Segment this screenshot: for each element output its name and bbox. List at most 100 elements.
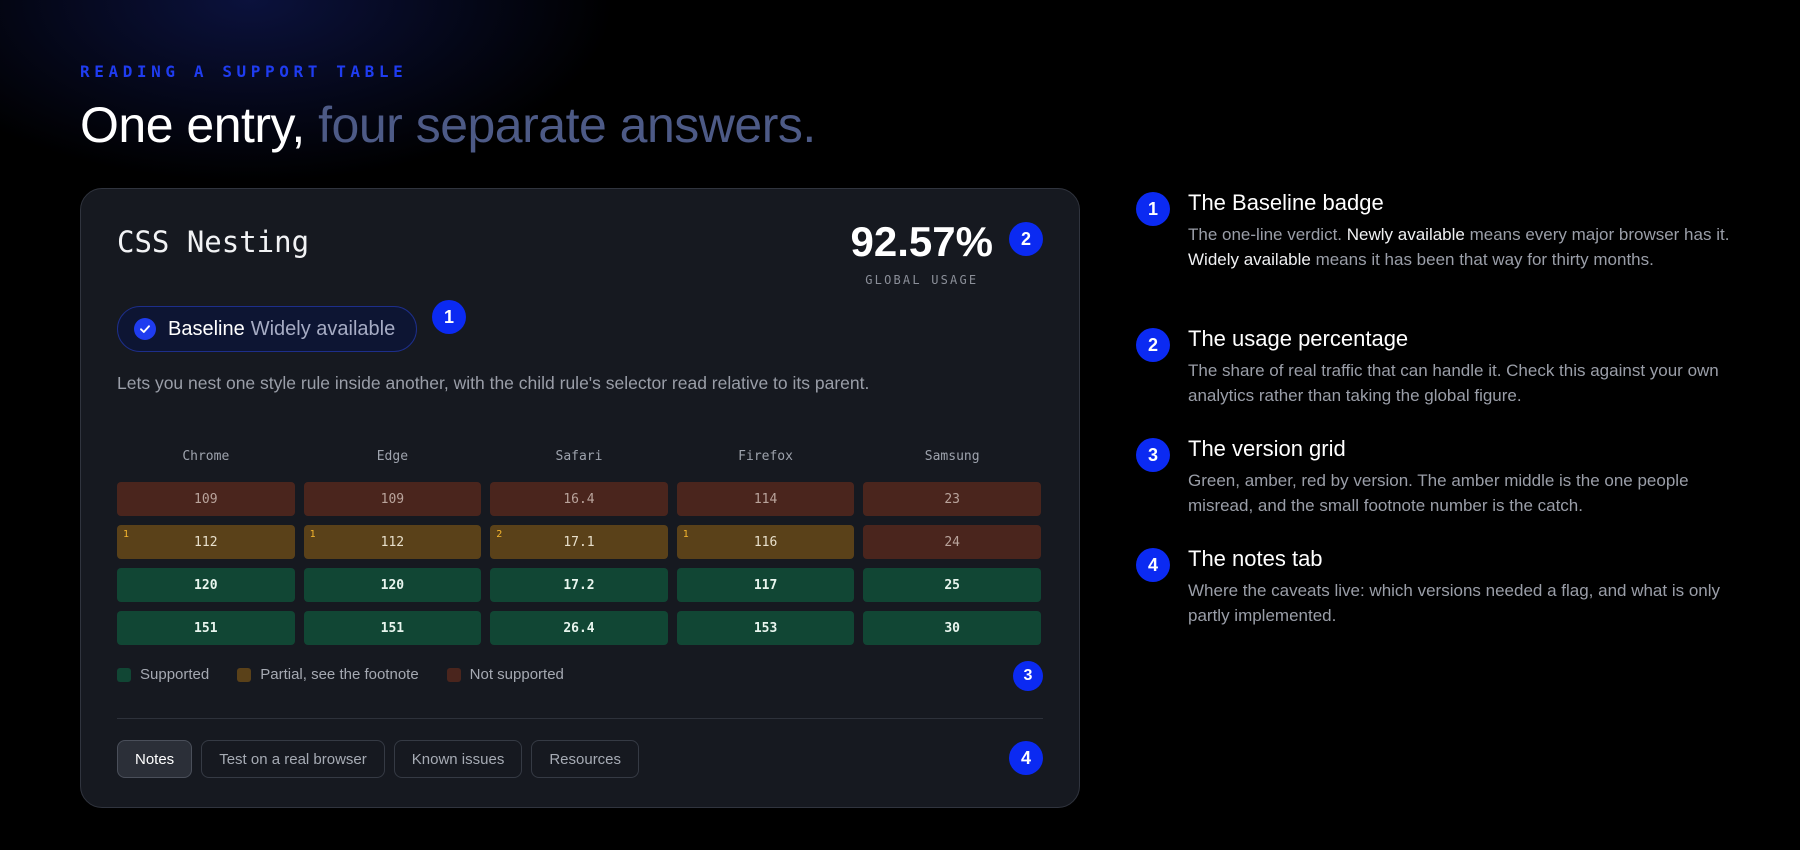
callout-marker-4: 4 xyxy=(1009,741,1043,775)
tab-known-issues[interactable]: Known issues xyxy=(393,740,523,778)
version-cell[interactable]: 23 xyxy=(863,482,1041,516)
browser-header: Chrome xyxy=(182,449,230,464)
version-number: 17.2 xyxy=(563,577,595,593)
version-cell[interactable]: 109 xyxy=(303,482,482,516)
explainer-body: The one-line verdict. Newly available me… xyxy=(1188,222,1736,272)
version-cell[interactable]: 109 xyxy=(117,482,295,516)
footnote-marker: 1 xyxy=(682,529,689,540)
explainer-text: Green, amber, red by version. The amber … xyxy=(1188,471,1689,515)
explainer-number: 2 xyxy=(1136,328,1170,362)
legend-label: Not supported xyxy=(469,666,564,683)
explainer-number: 1 xyxy=(1136,192,1170,226)
version-number: 30 xyxy=(944,620,960,636)
footnote-marker: 1 xyxy=(123,529,130,540)
version-cell[interactable]: 26.4 xyxy=(490,611,668,645)
explainer-item: 1 The Baseline badge The one-line verdict.… xyxy=(1136,190,1736,272)
version-number: 23 xyxy=(944,491,960,507)
version-number: 112 xyxy=(380,534,405,550)
footnote-marker: 2 xyxy=(496,529,503,540)
version-number: 120 xyxy=(380,577,405,593)
callout-marker-1: 1 xyxy=(432,300,466,334)
tab-resources[interactable]: Resources xyxy=(531,740,640,778)
support-card: CSS Nesting 92.57% GLOBAL USAGE 2 Baseli… xyxy=(80,188,1080,808)
version-number: 25 xyxy=(944,577,960,593)
version-number: 151 xyxy=(380,620,405,636)
version-number: 24 xyxy=(944,534,960,550)
explainer-text: means every major browser has it. xyxy=(1464,225,1730,244)
tab-bar: Notes Test on a real browser Known issue… xyxy=(117,740,648,778)
version-cell[interactable]: 151 xyxy=(117,611,295,645)
legend-swatch-supported xyxy=(117,667,131,682)
explainer-item: 4 The notes tab Where the caveats live: wh… xyxy=(1136,546,1736,628)
version-number: 151 xyxy=(194,620,218,636)
version-cell[interactable]: 30 xyxy=(863,611,1041,645)
version-cell[interactable]: 16.4 xyxy=(490,482,668,516)
legend: Supported Partial, see the footnote Not … xyxy=(117,666,592,683)
explainer-text: means it has been that way for thirty mo… xyxy=(1310,250,1654,269)
version-cell[interactable]: 117 xyxy=(676,568,855,602)
browser-header: Samsung xyxy=(924,449,980,464)
feature-description: Lets you nest one style rule inside anot… xyxy=(117,373,870,393)
version-number: 112 xyxy=(194,534,218,550)
version-cell[interactable]: 1 112 xyxy=(117,525,295,559)
version-cell[interactable]: 114 xyxy=(676,482,855,516)
check-icon xyxy=(134,318,156,340)
version-number: 153 xyxy=(753,620,778,636)
explainer-text: The share of real traffic that can handl… xyxy=(1188,361,1719,405)
feature-title: CSS Nesting xyxy=(117,225,310,259)
explainer-number: 4 xyxy=(1136,548,1170,582)
version-cell[interactable]: 1 116 xyxy=(676,525,855,559)
browser-header-row: Chrome Edge Safari Firefox Samsung xyxy=(117,449,1007,464)
eyebrow: READING A SUPPORT TABLE xyxy=(80,62,408,81)
version-cell[interactable]: 1 112 xyxy=(303,525,482,559)
explainer-highlight: Newly available xyxy=(1346,225,1465,244)
version-cell[interactable]: 151 xyxy=(303,611,482,645)
version-number: 117 xyxy=(753,577,778,593)
badge-label-strong: Baseline xyxy=(168,317,245,340)
explainer-item: 2 The usage percentage The share of real t… xyxy=(1136,326,1736,408)
callout-marker-2: 2 xyxy=(1009,222,1043,256)
legend-swatch-not-supported xyxy=(446,667,461,682)
legend-swatch-partial xyxy=(237,667,252,682)
version-number: 114 xyxy=(753,491,778,507)
explainer-text: The one-line verdict. xyxy=(1188,225,1347,244)
tab-notes[interactable]: Notes xyxy=(117,740,193,778)
version-cell[interactable]: 25 xyxy=(863,568,1041,602)
legend-item-not-supported: Not supported xyxy=(446,666,564,683)
browser-header: Firefox xyxy=(738,449,793,464)
legend-item-supported: Supported xyxy=(117,666,209,683)
explainer-number: 3 xyxy=(1136,438,1170,472)
footnote-marker: 1 xyxy=(309,529,316,540)
explainer-body: Where the caveats live: which versions n… xyxy=(1188,578,1736,628)
usage-label: GLOBAL USAGE xyxy=(865,273,979,287)
explainer-text: Where the caveats live: which versions n… xyxy=(1188,581,1721,625)
version-cell[interactable]: 2 17.1 xyxy=(490,525,668,559)
version-cell[interactable]: 153 xyxy=(676,611,855,645)
usage-percentage: 92.57% xyxy=(850,218,993,265)
version-cell[interactable]: 120 xyxy=(117,568,295,602)
version-row: 151 151 26.4 153 30 xyxy=(117,611,1041,645)
badge-label-status: Widely available xyxy=(250,317,396,340)
headline-accent: four separate answers. xyxy=(318,97,816,153)
version-number: 120 xyxy=(194,577,218,593)
baseline-badge: Baseline Widely available xyxy=(117,306,417,352)
browser-header: Safari xyxy=(555,449,603,464)
version-number: 26.4 xyxy=(563,620,595,636)
legend-label: Partial, see the footnote xyxy=(260,666,419,683)
global-usage: 92.57% GLOBAL USAGE xyxy=(850,218,993,288)
version-cell[interactable]: 24 xyxy=(863,525,1041,559)
version-row: 109 109 16.4 114 23 xyxy=(117,482,1041,516)
version-number: 16.4 xyxy=(563,491,595,507)
version-number: 109 xyxy=(194,491,218,507)
version-row: 1 112 1 112 2 17.1 1 116 24 xyxy=(117,525,1041,559)
explainer-item: 3 The version grid Green, amber, red by ve… xyxy=(1136,436,1736,518)
version-number: 116 xyxy=(753,534,778,550)
version-cell[interactable]: 120 xyxy=(303,568,482,602)
callout-marker-3: 3 xyxy=(1013,661,1043,691)
headline-lead: One entry, xyxy=(80,97,319,153)
version-cell[interactable]: 17.2 xyxy=(490,568,668,602)
explainer-title: The Baseline badge xyxy=(1188,190,1384,215)
tab-test-on-real-browser[interactable]: Test on a real browser xyxy=(201,740,385,778)
page-headline: One entry, four separate answers. xyxy=(80,96,816,154)
divider xyxy=(117,718,1043,719)
